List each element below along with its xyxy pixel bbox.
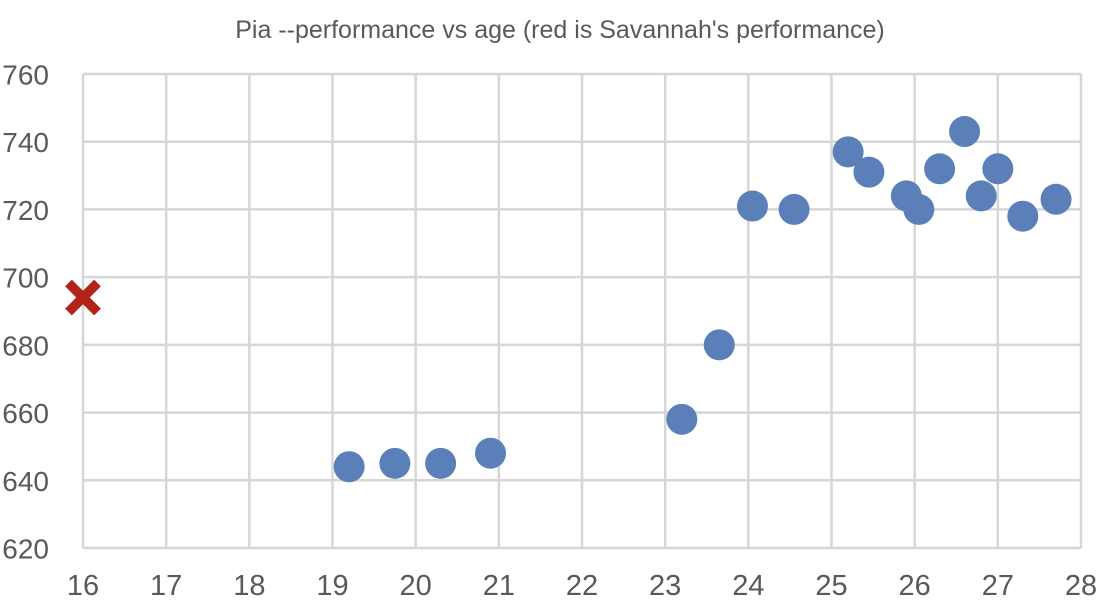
y-tick-label: 660 <box>2 398 49 429</box>
data-point <box>425 447 457 479</box>
data-point <box>379 447 411 479</box>
axis-tick-labels: 16 17 18 19 20 21 22 23 24 25 26 27 28 620 640 660 680 70… <box>2 60 1097 603</box>
x-tick-label: 19 <box>316 570 348 602</box>
data-points <box>65 116 1072 483</box>
data-point <box>778 193 810 225</box>
x-tick-label: 16 <box>67 570 99 602</box>
x-tick-label: 21 <box>483 570 515 602</box>
x-tick-label: 20 <box>400 570 432 602</box>
data-point <box>1007 200 1039 232</box>
data-point <box>982 153 1014 185</box>
y-tick-label: 760 <box>2 60 49 91</box>
x-tick-label: 17 <box>150 570 182 602</box>
data-point <box>666 403 698 435</box>
x-tick-label: 27 <box>982 570 1014 602</box>
data-point <box>853 156 885 188</box>
data-point <box>475 437 507 469</box>
data-point <box>333 451 365 483</box>
data-point <box>949 116 981 148</box>
x-marker-data-point <box>65 279 101 316</box>
y-tick-label: 640 <box>2 466 49 497</box>
data-point <box>965 180 997 212</box>
y-tick-label: 700 <box>2 263 49 294</box>
data-point <box>1040 183 1072 215</box>
x-tick-label: 26 <box>899 570 931 602</box>
x-tick-label: 23 <box>649 570 681 602</box>
chart-title: Pia --performance vs age (red is Savanna… <box>235 16 885 44</box>
y-tick-label: 720 <box>2 195 49 226</box>
y-tick-label: 680 <box>2 330 49 361</box>
y-tick-label: 740 <box>2 127 49 158</box>
data-point <box>832 136 864 168</box>
data-point <box>924 153 956 185</box>
x-tick-label: 18 <box>233 570 265 602</box>
gridlines <box>81 72 1083 550</box>
x-tick-label: 24 <box>732 570 764 602</box>
x-tick-label: 28 <box>1065 570 1097 602</box>
x-tick-label: 22 <box>566 570 598 602</box>
data-point <box>736 190 768 222</box>
data-point <box>703 329 735 361</box>
y-tick-label: 620 <box>2 534 49 565</box>
data-point <box>903 193 935 225</box>
x-tick-label: 25 <box>815 570 847 602</box>
